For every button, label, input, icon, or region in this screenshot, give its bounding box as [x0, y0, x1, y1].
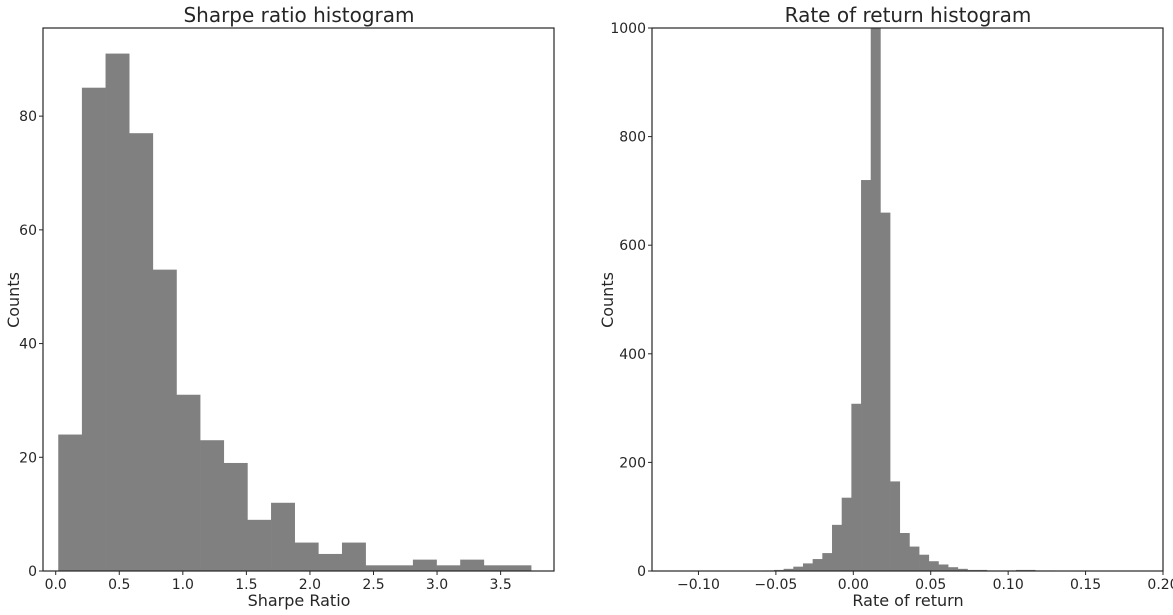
histogram-bar: [870, 28, 881, 571]
x-tick-label: 2.5: [362, 577, 384, 593]
bars: [764, 28, 1055, 572]
x-tick-label: 0.20: [1147, 577, 1173, 593]
x-tick-label: 0.0: [45, 577, 67, 593]
histogram-bar: [507, 565, 532, 571]
x-tick-label: 0.05: [915, 577, 946, 593]
histogram-bar: [58, 434, 83, 571]
histogram-bar: [822, 553, 833, 571]
chart-title: Rate of return histogram: [785, 3, 1032, 27]
histogram-bar: [223, 462, 248, 571]
y-ticks: 0 20 40 60 80: [19, 109, 43, 580]
histogram-bar: [483, 565, 508, 571]
histogram-bar: [938, 564, 949, 571]
histogram-bar: [200, 440, 225, 571]
x-tick-label: 2.0: [299, 577, 321, 593]
y-tick-label: 800: [619, 130, 646, 146]
histogram-bar: [928, 561, 939, 571]
histogram-bar: [890, 481, 901, 571]
histogram-bar: [460, 559, 485, 571]
sharpe-ratio-histogram: Sharpe ratio histogram 0.0 0.5 1.0 1.5 2.0 2.…: [4, 3, 555, 610]
histogram-bar: [129, 133, 154, 571]
histogram-bar: [812, 559, 823, 571]
y-axis-label: Counts: [598, 272, 617, 328]
rate-of-return-histogram: Rate of return histogram −0.10 −0.05 0.00 0…: [598, 3, 1173, 610]
x-tick-label: 3.5: [489, 577, 511, 593]
histogram-bar: [851, 403, 862, 571]
histogram-bar: [152, 269, 177, 571]
y-tick-label: 0: [637, 564, 646, 580]
x-tick-label: 0.10: [993, 577, 1024, 593]
x-tick-label: 0.00: [838, 577, 869, 593]
histogram-bar: [105, 53, 130, 572]
x-tick-label: −0.05: [754, 577, 797, 593]
histogram-bar: [832, 524, 842, 571]
histogram-bar: [294, 542, 319, 571]
y-tick-label: 200: [619, 455, 646, 471]
histogram-bar: [81, 87, 106, 571]
y-axis-label: Counts: [4, 272, 23, 328]
x-tick-label: 3.0: [426, 577, 448, 593]
plot-frame: [42, 27, 555, 572]
x-ticks: −0.10 −0.05 0.00 0.05 0.10 0.15 0.20: [677, 571, 1173, 593]
histogram-bar: [271, 502, 295, 571]
x-ticks: 0.0 0.5 1.0 1.5 2.0 2.5 3.0 3.5: [45, 571, 512, 593]
histogram-bar: [880, 212, 891, 571]
histogram-bar: [899, 532, 910, 571]
histogram-bar: [436, 565, 461, 571]
y-tick-label: 0: [28, 564, 37, 580]
histogram-bar: [389, 565, 414, 571]
y-tick-label: 40: [19, 337, 37, 353]
histogram-bar: [341, 542, 366, 571]
x-tick-label: −0.10: [677, 577, 720, 593]
x-axis-label: Sharpe Ratio: [248, 591, 351, 610]
plot-frame: [651, 27, 1164, 572]
x-tick-label: 1.0: [172, 577, 194, 593]
x-axis-label: Rate of return: [852, 591, 963, 610]
y-tick-label: 1000: [610, 21, 646, 37]
x-tick-label: 1.5: [235, 577, 257, 593]
x-tick-label: 0.15: [1070, 577, 1101, 593]
histogram-bar: [247, 519, 272, 571]
histogram-bar: [412, 559, 437, 571]
histogram-bar: [919, 554, 930, 571]
x-tick-label: 0.5: [108, 577, 130, 593]
histogram-bar: [318, 553, 343, 571]
histogram-bar: [802, 563, 813, 571]
y-tick-label: 20: [19, 450, 37, 466]
histogram-bar: [783, 568, 794, 571]
histogram-bar: [909, 546, 920, 571]
histogram-bar: [948, 567, 959, 571]
histogram-bar: [176, 394, 201, 571]
y-tick-label: 80: [19, 109, 37, 125]
y-tick-label: 400: [619, 347, 646, 363]
histogram-bar: [957, 568, 968, 571]
bars: [58, 53, 532, 572]
y-tick-label: 60: [19, 223, 37, 239]
histogram-bar: [861, 180, 872, 572]
histogram-bar: [841, 497, 852, 571]
histogram-bar: [793, 566, 804, 571]
chart-title: Sharpe ratio histogram: [183, 3, 414, 27]
y-tick-label: 600: [619, 238, 646, 254]
histogram-bar: [365, 565, 390, 571]
y-ticks: 0 200 400 600 800 1000: [610, 21, 652, 580]
